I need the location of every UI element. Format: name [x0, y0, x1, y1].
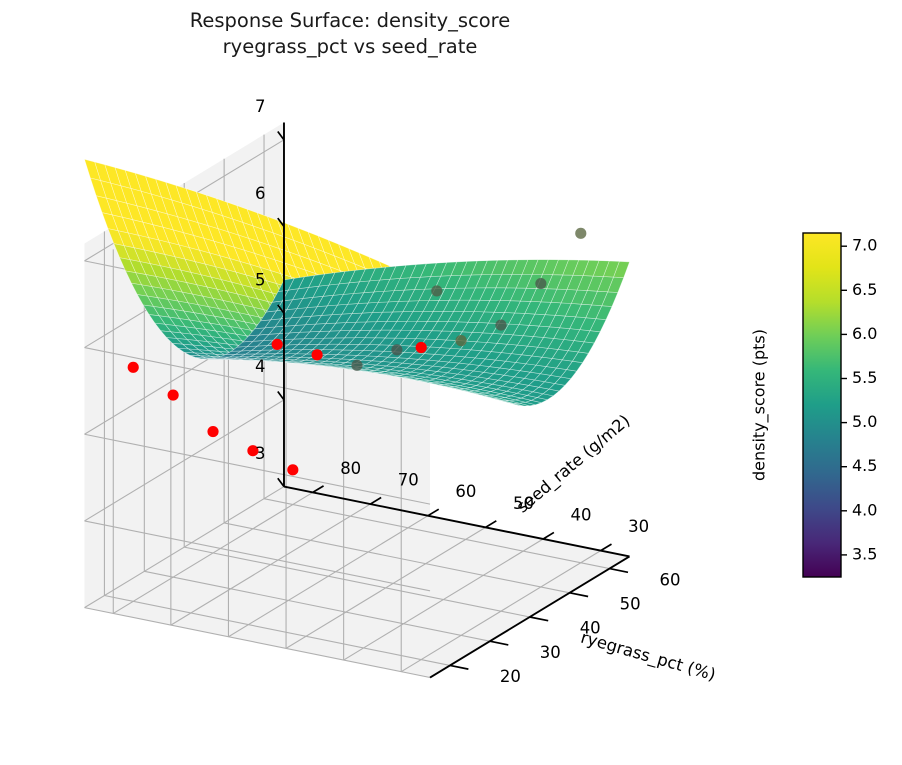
colorbar-tick-label: 6.5: [852, 280, 877, 299]
tick-label: 4: [255, 357, 266, 376]
tick-label: 3: [255, 444, 266, 463]
tick-label: 40: [571, 506, 592, 525]
chart-title: Response Surface: density_score ryegrass…: [189, 9, 511, 58]
tick-label: 40: [580, 619, 601, 638]
tick-label: 50: [513, 494, 534, 513]
colorbar-tick-label: 4.5: [852, 456, 877, 475]
colorbar-tick-label: 3.5: [852, 544, 877, 563]
axes-ticks: [277, 130, 629, 670]
tick-label: 30: [628, 517, 649, 536]
tick-label: 60: [455, 482, 476, 501]
scatter-points: [127, 338, 427, 476]
tick-label: 80: [340, 459, 361, 478]
tick-label: 70: [398, 471, 419, 490]
tick-label: 7: [255, 97, 266, 116]
x-axis-label: ryegrass_pct (%): [578, 628, 717, 686]
colorbar-tick-label: 6.0: [852, 324, 877, 343]
colorbar-tick-label: 4.0: [852, 500, 877, 519]
scatter-points-occluded: [351, 227, 587, 371]
tick-label: 60: [660, 570, 681, 589]
colorbar-tick-label: 5.0: [852, 412, 877, 431]
tick-label: 6: [255, 184, 266, 203]
tick-label: 50: [620, 595, 641, 614]
colorbar-tick-label: 5.5: [852, 368, 877, 387]
colorbar-tick-label: 7.0: [852, 236, 877, 255]
tick-label: 5: [255, 271, 266, 290]
colorbar-label: density_score (pts): [750, 329, 770, 481]
response-surface: [84, 158, 630, 407]
axes-ticklabels: 20 30 40 50 60 30 40 50 60 70 80 7 6 5 4 3: [255, 97, 680, 686]
tick-label: 20: [500, 667, 521, 686]
y-axis-label: seed_rate (g/m2): [513, 411, 635, 518]
tick-label: 30: [540, 643, 561, 662]
colorbar-gradient: [802, 232, 842, 578]
colorbar: 3.5 4.0 4.5 5.0 5.5 6.0 6.5 7.0 density_score (p…: [750, 232, 877, 578]
